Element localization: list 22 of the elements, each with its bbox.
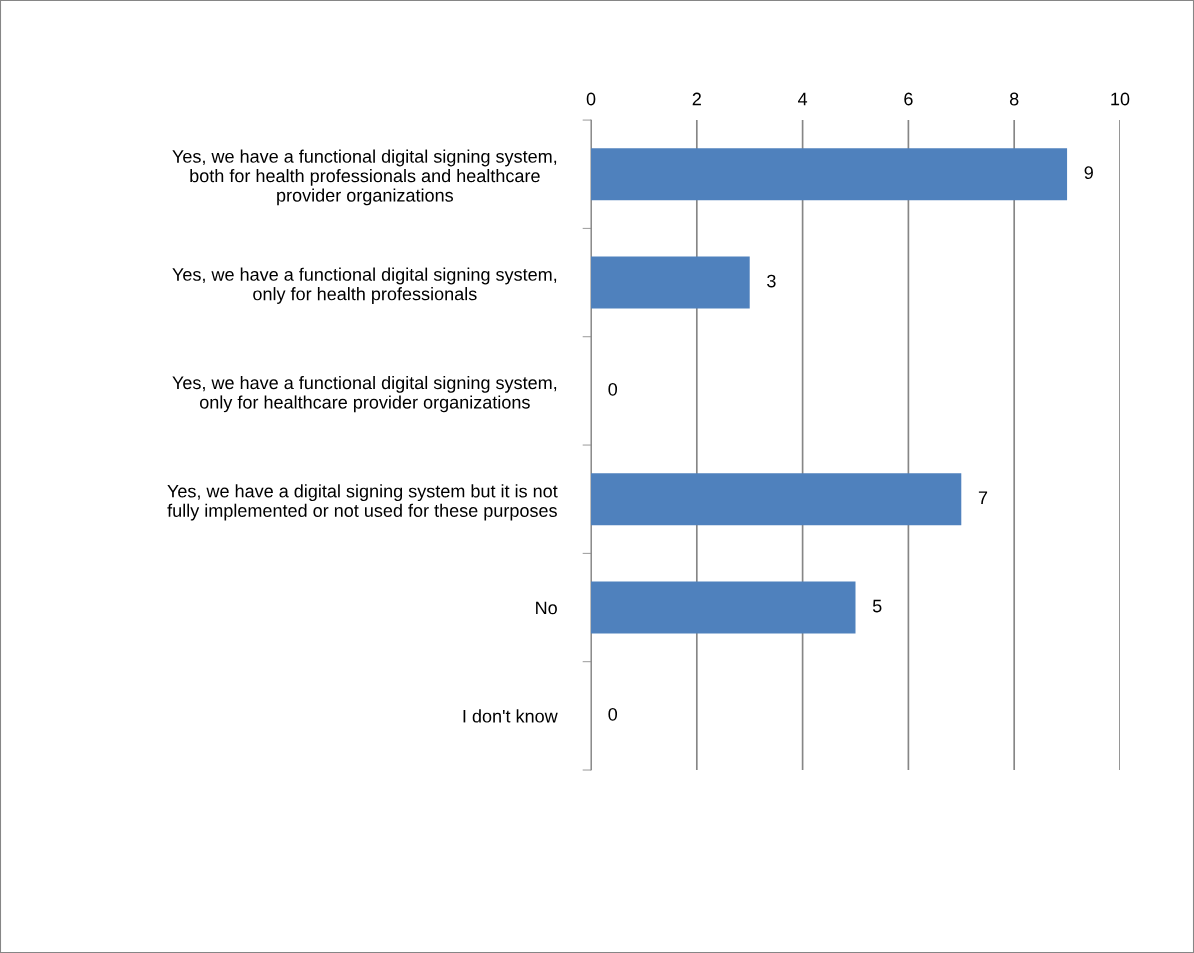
data-label: 9	[1084, 166, 1093, 180]
data-label: 0	[608, 707, 618, 721]
y-tick-label: No	[536, 601, 557, 615]
x-tick-label: 4	[798, 92, 808, 106]
x-tick-label: 8	[1009, 92, 1019, 106]
x-tick-label: 2	[692, 92, 701, 106]
x-tick-label: 0	[586, 92, 596, 106]
x-tick-label: 10	[1111, 92, 1130, 106]
data-label: 5	[872, 599, 882, 613]
y-tick-label: I don't know	[463, 709, 558, 723]
data-label: 7	[978, 491, 988, 504]
bar	[591, 581, 856, 634]
y-tick-label: Yes, we have a functional digital signing system, only for health professionals	[172, 267, 557, 304]
bar	[591, 148, 1068, 201]
data-label: 0	[608, 382, 618, 396]
y-tick-label: Yes, we have a functional digital signing system, both for health professionals and healthcare provider organizations	[172, 149, 557, 206]
y-tick-label: Yes, we have a functional digital signing system, only for healthcare provider organizations	[172, 375, 557, 413]
bar	[591, 473, 962, 526]
x-tick-label: 6	[904, 92, 913, 106]
bar	[591, 256, 750, 309]
y-tick-label: Yes, we have a digital signing system but it is not fully implemented or not used for these purposes	[167, 484, 558, 521]
data-label: 3	[767, 274, 776, 288]
